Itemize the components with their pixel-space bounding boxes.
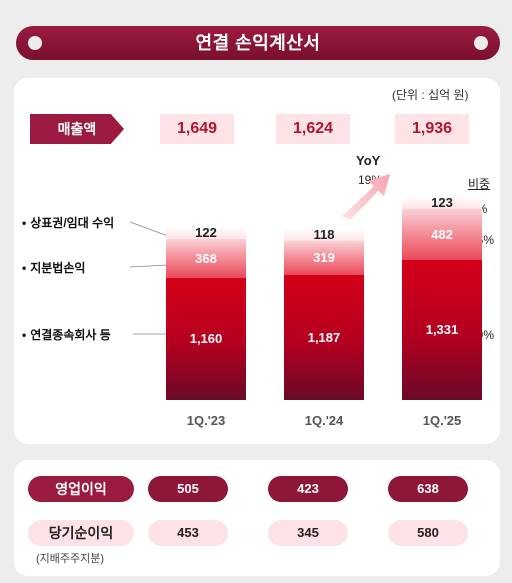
- segment-label: • 지분법손익: [22, 261, 86, 275]
- bar-value-label: 368: [195, 250, 217, 266]
- dot-icon: [474, 36, 488, 50]
- bar-value-label: 1,331: [425, 322, 459, 338]
- bar-segment-consolidated: 1,187: [284, 274, 364, 400]
- title-bar: 연결 손익계산서: [16, 26, 500, 60]
- share-title: 비중: [468, 177, 491, 191]
- net-income-label: 당기순이익: [28, 520, 134, 546]
- bar-value-label: 482: [431, 226, 453, 242]
- bar-segment-consolidated: 1,160: [166, 277, 246, 400]
- dot-icon: [28, 36, 42, 50]
- operating-profit-label: 영업이익: [28, 476, 134, 502]
- net-income-value: 345: [268, 520, 348, 546]
- bar-segment-equity: 482: [402, 208, 482, 260]
- page-title: 연결 손익계산서: [195, 33, 321, 53]
- bar-value-label: 1,187: [307, 329, 341, 345]
- operating-profit-value: 505: [148, 476, 228, 502]
- x-tick-label: 1Q.'23: [186, 413, 226, 428]
- revenue-label: 매출액: [30, 114, 124, 144]
- bar-value-label: 122: [195, 224, 217, 240]
- net-income-value: 453: [148, 520, 228, 546]
- bar-value-label: 1,160: [189, 331, 223, 347]
- operating-profit-value: 638: [388, 476, 468, 502]
- bar-value-label: 118: [313, 227, 335, 243]
- yoy-title: YoY: [356, 153, 381, 168]
- unit-label: (단위 : 십억 원): [392, 88, 469, 102]
- segment-label: • 연결종속회사 등: [22, 328, 111, 342]
- bar-value-label: 123: [431, 194, 453, 210]
- revenue-value: 1,649: [160, 114, 234, 144]
- bar-segment-equity: 368: [166, 238, 246, 278]
- yoy-arrow-icon: [342, 174, 390, 220]
- bar-segment-royalty: 122: [166, 224, 246, 240]
- x-tick-label: 1Q.'25: [422, 413, 462, 428]
- bar-segment-consolidated: 1,331: [402, 259, 482, 400]
- revenue-value: 1,624: [276, 114, 350, 144]
- net-income-value: 580: [388, 520, 468, 546]
- bar-segment-equity: 319: [284, 241, 364, 275]
- operating-profit-value: 423: [268, 476, 348, 502]
- net-income-sublabel: (지배주주지분): [36, 553, 105, 565]
- bar-segment-royalty: 123: [402, 194, 482, 210]
- bar-segment-royalty: 118: [284, 227, 364, 243]
- x-tick-label: 1Q.'24: [304, 413, 344, 428]
- bar-value-label: 319: [313, 250, 335, 266]
- revenue-value: 1,936: [395, 114, 469, 144]
- segment-label: • 상표권/임대 수익: [22, 216, 115, 230]
